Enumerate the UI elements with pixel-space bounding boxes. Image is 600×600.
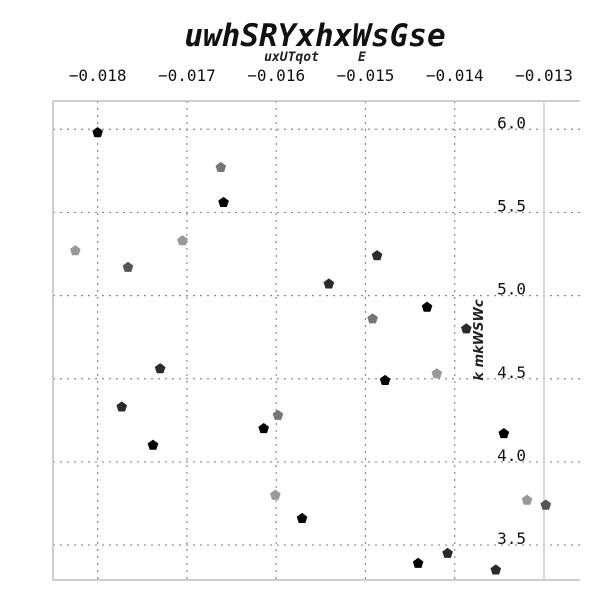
chart-title: uwhSRYxhxWsGse [184,18,445,54]
data-point [442,547,453,558]
x-tick-label: −0.017 [158,66,216,85]
data-point [379,374,391,385]
data-point [269,489,281,500]
data-point [147,439,159,450]
y-tick-label: 4.5 [497,363,526,382]
grid [53,101,580,580]
y-tick-label: 5.5 [497,196,526,215]
y-tick-label: 4.0 [497,446,526,465]
data-point [69,245,81,256]
data-point [367,313,378,324]
x-axis-label: uxUTqot E [264,50,366,65]
x-tick-labels: −0.018 −0.017 −0.016 −0.015 −0.014 −0.013 [69,66,573,85]
data-point [272,409,284,420]
y-tick-label: 3.5 [497,529,526,548]
x-tick-label: −0.015 [337,66,395,85]
data-point [92,127,103,138]
x-tick-label: −0.014 [426,66,484,85]
data-point [296,512,308,523]
x-tick-label: −0.013 [515,66,573,85]
x-tick-label: −0.018 [69,66,127,85]
data-points [69,127,552,575]
data-point [122,261,134,272]
x-tick-label: −0.016 [247,66,305,85]
y-tick-label: 5.0 [497,280,526,299]
data-point [412,557,424,568]
data-point [154,363,166,374]
data-point [371,250,383,261]
data-point [218,196,229,207]
data-point [521,494,533,505]
data-point [116,401,128,412]
y-tick-labels: 3.5 4.0 4.5 5.0 5.5 6.0 [497,113,526,548]
data-point [421,301,433,312]
data-point [323,278,335,289]
data-point [461,323,472,334]
data-point [498,428,510,439]
data-point [431,368,443,379]
data-point [258,423,270,434]
data-point [490,564,502,575]
data-point [215,161,227,173]
data-point [540,499,552,510]
y-tick-label: 6.0 [497,113,526,132]
y-axis-label: k mkWSWc [472,299,487,380]
axes-frame [52,100,580,581]
data-point [177,235,188,246]
